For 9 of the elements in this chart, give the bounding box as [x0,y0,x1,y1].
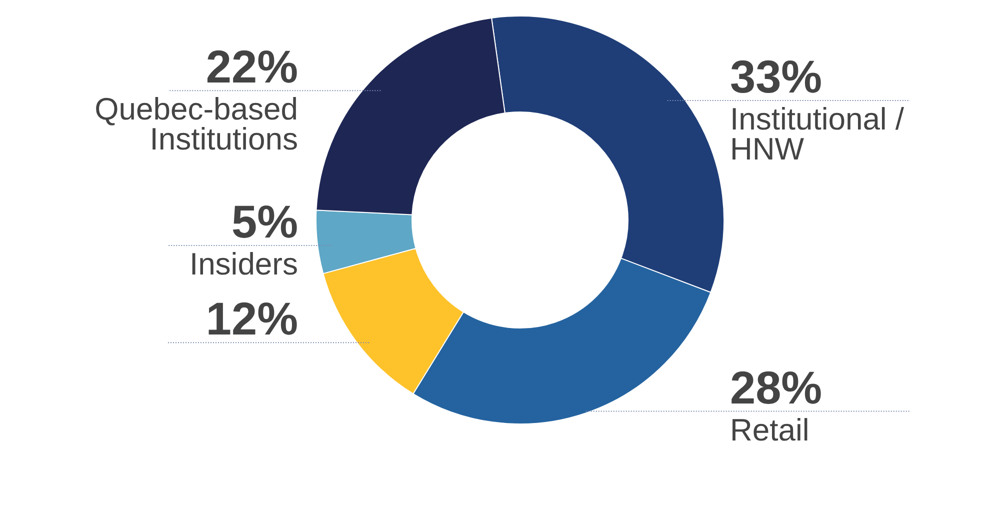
data-label: 5% [232,195,298,248]
slice-label: Quebec-based Institutions [94,92,298,157]
data-label: 22% [206,40,298,93]
slice-label: Insiders [189,246,298,282]
slice-label: Retail [730,412,810,448]
data-label: 28% [730,361,822,414]
slice-label: Institutional / HNW [730,101,904,166]
data-label: 33% [730,50,822,102]
data-label: 12% [206,292,298,345]
